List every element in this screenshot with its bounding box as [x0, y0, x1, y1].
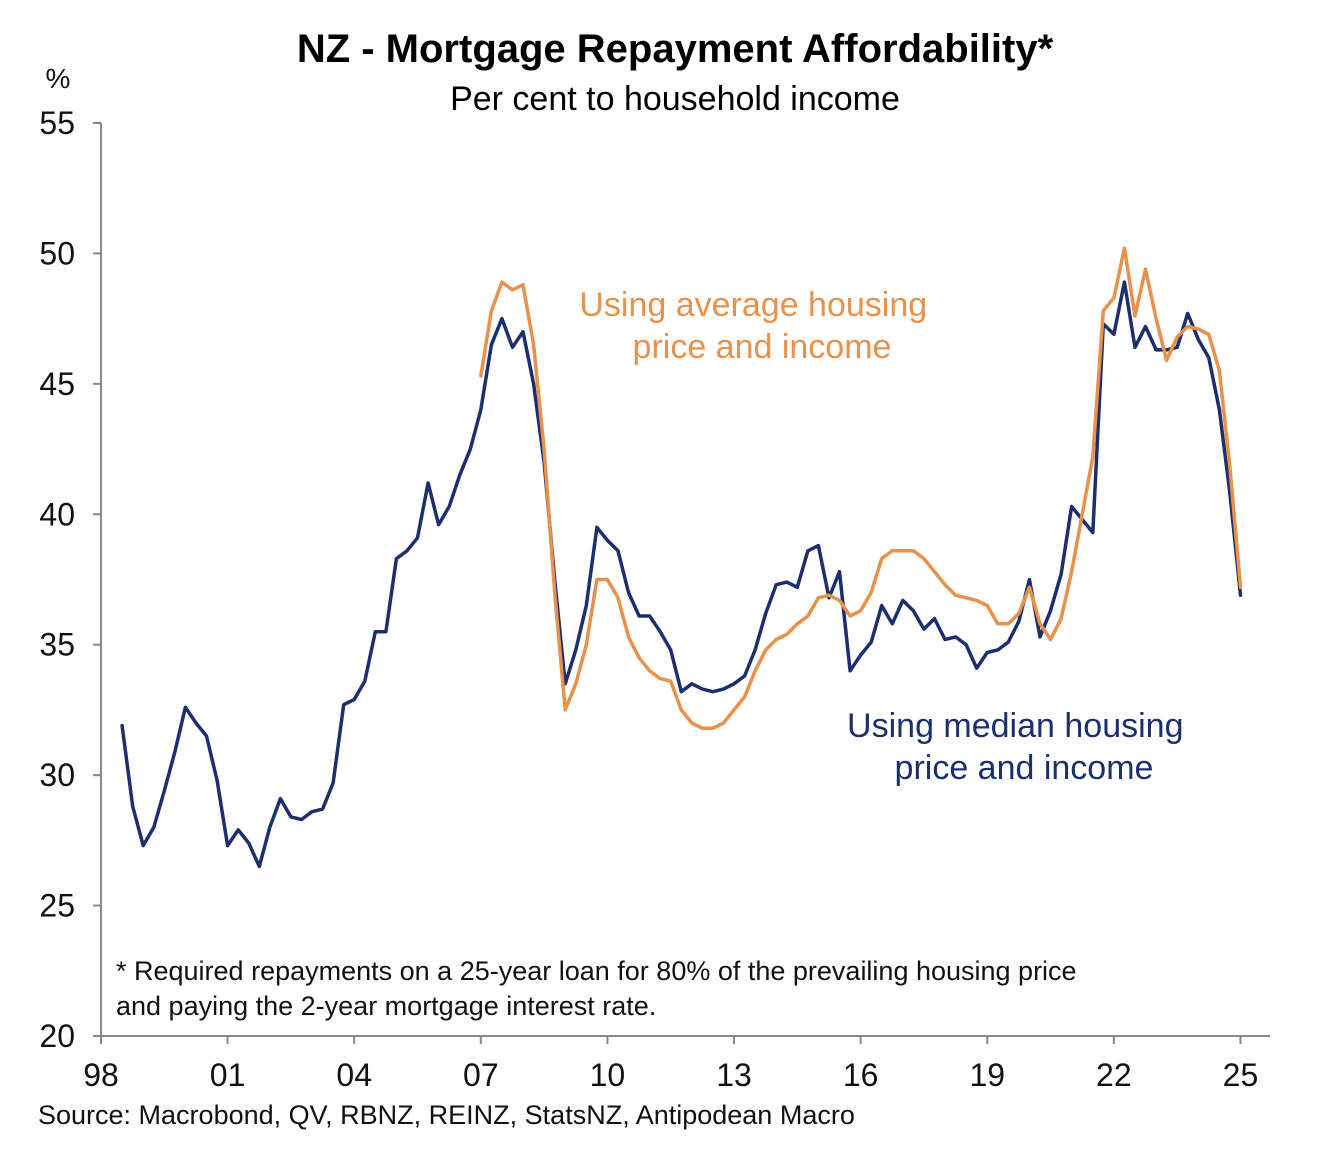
series-label-average-line-2: price and income — [633, 328, 892, 366]
x-tick-label-98: 98 — [83, 1057, 119, 1093]
series-label-median: Using median housing price and income — [847, 707, 1193, 787]
y-tick-label-25: 25 — [39, 888, 75, 924]
series-label-average: Using average housing price and income — [579, 286, 936, 366]
x-tick-label-19: 19 — [969, 1057, 1005, 1093]
series-label-median-line-1: Using median housing — [847, 707, 1183, 745]
axes — [100, 123, 1270, 1037]
series-label-median-line-2: price and income — [895, 749, 1154, 787]
y-tick-label-20: 20 — [39, 1018, 75, 1054]
y-tick-label-45: 45 — [39, 366, 75, 402]
series-layer — [120, 246, 1243, 869]
y-tick-label-55: 55 — [39, 105, 75, 141]
x-tick-label-16: 16 — [843, 1057, 879, 1093]
x-tick-label-22: 22 — [1096, 1057, 1132, 1093]
chart-title: NZ - Mortgage Repayment Affordability* — [297, 27, 1054, 71]
y-axis-unit-label: % — [46, 63, 71, 94]
y-tick-label-30: 30 — [39, 757, 75, 793]
x-tick-label-04: 04 — [336, 1057, 372, 1093]
series-line-median — [120, 280, 1243, 869]
x-tick-label-13: 13 — [716, 1057, 752, 1093]
footnote: * Required repayments on a 25-year loan … — [116, 956, 1084, 1021]
series-label-average-line-1: Using average housing — [579, 286, 927, 324]
footnote-line-2: and paying the 2-year mortgage interest … — [116, 991, 656, 1021]
y-tick-label-40: 40 — [39, 496, 75, 532]
x-tick-label-25: 25 — [1223, 1057, 1259, 1093]
x-tick-label-01: 01 — [210, 1057, 246, 1093]
x-tick-label-10: 10 — [590, 1057, 626, 1093]
chart-subtitle: Per cent to household income — [450, 80, 900, 118]
footnote-line-1: * Required repayments on a 25-year loan … — [116, 956, 1077, 986]
y-tick-label-50: 50 — [39, 235, 75, 271]
y-tick-label-35: 35 — [39, 627, 75, 663]
x-ticks: 98 01 04 07 10 13 16 19 22 25 — [83, 1036, 1258, 1093]
y-ticks: 20 25 30 35 40 45 50 55 — [39, 105, 101, 1054]
source-note: Source: Macrobond, QV, RBNZ, REINZ, Stat… — [38, 1100, 855, 1130]
series-line-average — [479, 246, 1243, 730]
x-tick-label-07: 07 — [463, 1057, 499, 1093]
